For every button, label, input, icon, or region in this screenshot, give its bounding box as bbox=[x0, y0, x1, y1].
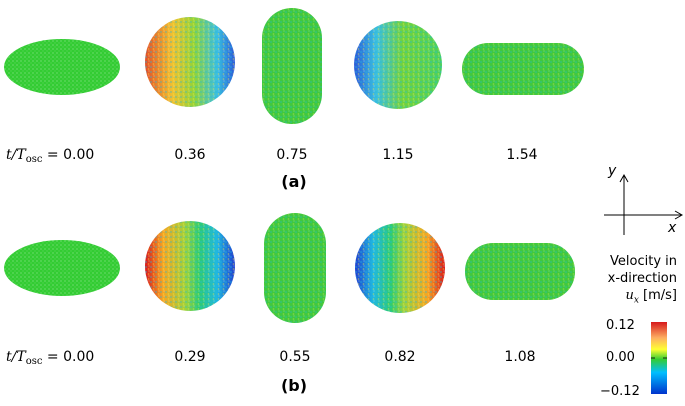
time-label-prefix-b: t/Tosc = 0.00 bbox=[6, 349, 95, 367]
colorbar-tick-zero: 0.00 bbox=[606, 350, 635, 365]
time-label-a-4: 1.54 bbox=[506, 147, 538, 163]
time-label-a-1: 0.36 bbox=[174, 147, 206, 163]
coordinate-axes bbox=[604, 173, 684, 235]
time-label-b-3: 0.82 bbox=[384, 349, 416, 365]
time-label-b-2: 0.55 bbox=[279, 349, 311, 365]
colorbar-tick-max: 0.12 bbox=[606, 318, 635, 333]
colorbar-title-line3: ux [m/s] bbox=[625, 288, 677, 306]
colorbar-tick-min: −0.12 bbox=[600, 384, 640, 399]
time-label-a-3: 1.15 bbox=[382, 147, 414, 163]
time-label-prefix-a: t/Tosc = 0.00 bbox=[6, 147, 95, 165]
panel-label-a: (a) bbox=[281, 172, 307, 191]
row-b-snapshots bbox=[4, 213, 575, 323]
time-label-b-1: 0.29 bbox=[174, 349, 206, 365]
colorbar bbox=[651, 322, 667, 394]
panel-label-b: (b) bbox=[280, 376, 308, 395]
colorbar-title-line2: x-direction bbox=[607, 271, 677, 286]
colorbar-title-line1: Velocity in bbox=[610, 254, 677, 269]
time-label-a-2: 0.75 bbox=[276, 147, 308, 163]
axis-label-y: y bbox=[608, 163, 617, 179]
row-a-snapshots bbox=[4, 8, 584, 124]
axis-label-x: x bbox=[668, 220, 677, 236]
time-label-b-4: 1.08 bbox=[504, 349, 536, 365]
colorbar-title: Velocity in x-direction ux [m/s] bbox=[587, 253, 677, 310]
